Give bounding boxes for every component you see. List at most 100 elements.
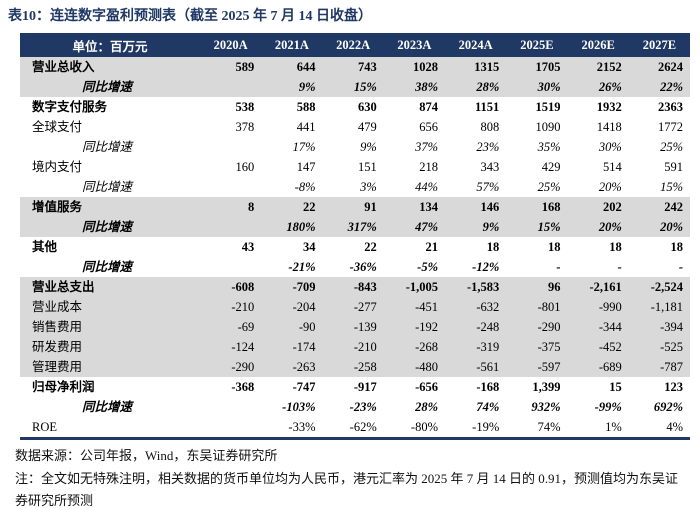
value-cell: 8 <box>200 197 262 217</box>
value-cell: -21% <box>288 260 316 274</box>
value-cell: -480 <box>383 357 445 377</box>
table-body: 营业总收入 589 644 743 1028 1315 1705 2152 2624 同比增速 9%… <box>20 57 690 439</box>
column-header-2024A: 2024A <box>445 33 507 57</box>
column-header-2027E: 2027E <box>628 33 690 57</box>
value-cell: -608 <box>200 277 262 297</box>
value-cell: -290 <box>200 357 262 377</box>
value-cell: -747 <box>292 380 316 394</box>
data-source-line: 数据来源：公司年报，Wind，东吴证券研究所 <box>15 448 278 463</box>
value-cell: 22 <box>364 240 377 254</box>
table-row: 营业成本 -210 -204 -277 -451 -632 -801 -990 -1,181 <box>20 297 690 317</box>
value-cell: - <box>617 260 622 274</box>
table-row: 管理费用 -290 -263 -258 -480 -561 -597 -689 -787 <box>20 357 690 377</box>
row-label: 同比增速 <box>20 77 200 97</box>
value-cell: 160 <box>235 160 255 174</box>
value-cell: 15 <box>609 380 622 394</box>
value-cell: 30% <box>506 77 568 97</box>
value-cell: 91 <box>322 197 384 217</box>
value-cell: -80% <box>410 420 438 434</box>
value-cell: -344 <box>567 317 629 337</box>
value-cell: 1090 <box>535 120 561 134</box>
value-cell: -368 <box>231 380 255 394</box>
row-label: 归母净利润 <box>32 380 95 394</box>
value-cell: 38% <box>383 77 445 97</box>
value-cell: 26% <box>567 77 629 97</box>
value-cell <box>200 177 261 197</box>
table-row: 营业总支出 -608 -709 -843 -1,005 -1,583 96 -2,161 -2,… <box>20 277 690 297</box>
value-cell: -210 <box>200 297 262 317</box>
value-cell: 147 <box>296 160 316 174</box>
table-row: 营业总收入 589 644 743 1028 1315 1705 2152 2624 <box>20 57 690 77</box>
row-label: ROE <box>32 420 57 434</box>
value-cell: -12% <box>472 260 500 274</box>
profit-forecast-table: 单位：百万元 2020A 2021A 2022A 2023A 2024A 2025E 202… <box>20 33 690 440</box>
value-cell: 43 <box>241 240 255 254</box>
value-cell: 743 <box>322 57 384 77</box>
value-cell: -258 <box>322 357 384 377</box>
table-row: 同比增速 -21% -36% -5% -12% - - - <box>20 257 690 277</box>
value-cell: 1705 <box>506 57 568 77</box>
row-label: 增值服务 <box>20 197 200 217</box>
value-cell: -124 <box>200 337 262 357</box>
row-label: 数字支付服务 <box>32 100 108 114</box>
value-cell: 1028 <box>383 57 445 77</box>
value-cell: 18 <box>486 240 500 254</box>
value-cell: 18 <box>609 240 622 254</box>
value-cell: -843 <box>322 277 384 297</box>
value-cell: 30% <box>598 140 622 154</box>
value-cell: -204 <box>261 297 323 317</box>
value-cell <box>200 77 262 97</box>
value-cell: 588 <box>296 100 316 114</box>
value-cell: 656 <box>419 120 438 134</box>
value-cell: 378 <box>235 120 255 134</box>
value-cell: 2624 <box>628 57 690 77</box>
row-label: 同比增速 <box>82 180 133 194</box>
column-header-2022A: 2022A <box>322 33 384 57</box>
value-cell: 644 <box>261 57 323 77</box>
value-cell: 18 <box>548 240 561 254</box>
value-cell: 34 <box>303 240 316 254</box>
value-cell: 146 <box>445 197 507 217</box>
value-cell: -248 <box>445 317 507 337</box>
value-cell <box>200 257 261 277</box>
value-cell: -801 <box>506 297 568 317</box>
value-cell: -689 <box>567 357 629 377</box>
table-row: 同比增速 180% 317% 47% 9% 15% 20% 20% <box>20 217 690 237</box>
value-cell: -917 <box>353 380 377 394</box>
value-cell: -5% <box>417 260 438 274</box>
table-header: 单位：百万元 2020A 2021A 2022A 2023A 2024A 2025E 202… <box>20 33 690 57</box>
value-cell: -192 <box>383 317 445 337</box>
value-cell: 151 <box>358 160 377 174</box>
value-cell: 168 <box>506 197 568 217</box>
table-row: 同比增速 -8% 3% 44% 57% 25% 20% 15% <box>20 177 690 197</box>
value-cell: 22 <box>261 197 323 217</box>
table-row: ROE -33% -62% -80% -19% 74% 1% 4% <box>20 417 690 439</box>
value-cell: 22% <box>628 77 690 97</box>
footnote-line: 注：全文如无特殊注明，相关数据的货币单位均为人民币，港元汇率为 2025 年 7… <box>15 471 679 508</box>
table-footer: 数据来源：公司年报，Wind，东吴证券研究所 注：全文如无特殊注明，相关数据的货… <box>15 445 687 509</box>
column-header-2025E: 2025E <box>506 33 568 57</box>
value-cell: -62% <box>349 420 377 434</box>
value-cell: 1% <box>605 420 622 434</box>
value-cell: -69 <box>200 317 262 337</box>
value-cell: -319 <box>445 337 507 357</box>
value-cell: 4% <box>666 420 683 434</box>
value-cell: 20% <box>598 180 622 194</box>
value-cell: 134 <box>383 197 445 217</box>
value-cell: 3% <box>360 180 377 194</box>
row-label: 营业成本 <box>20 297 200 317</box>
value-cell: -139 <box>322 317 384 337</box>
value-cell: 1519 <box>535 100 561 114</box>
value-cell: 123 <box>664 380 683 394</box>
value-cell: -656 <box>415 380 438 394</box>
value-cell: -290 <box>506 317 568 337</box>
row-label: 同比增速 <box>82 260 133 274</box>
value-cell: 429 <box>541 160 561 174</box>
value-cell: -787 <box>628 357 690 377</box>
column-header-2026E: 2026E <box>567 33 629 57</box>
value-cell: 317% <box>322 217 384 237</box>
value-cell: -375 <box>506 337 568 357</box>
value-cell: -99% <box>594 400 622 414</box>
value-cell: 18 <box>670 240 684 254</box>
